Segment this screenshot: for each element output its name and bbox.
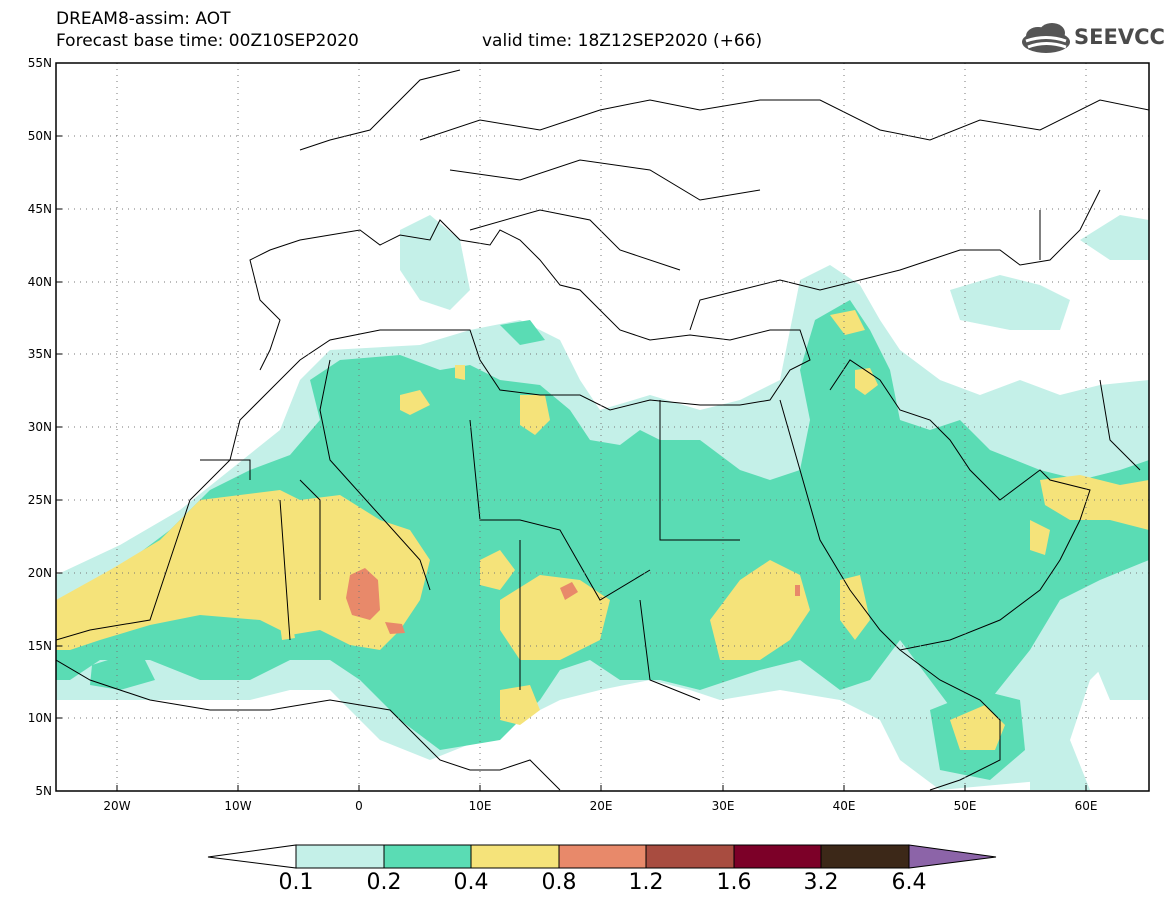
lat-label: 35N (28, 347, 52, 361)
lat-label: 20N (28, 566, 52, 580)
colorbar-low-arrow (207, 844, 297, 869)
cloud-icon (1022, 23, 1070, 53)
aot-level-04 (56, 310, 1149, 750)
lat-labels: 55N 50N 45N 40N 35N 30N 25N 20N 15N 10N … (28, 56, 52, 798)
seevccc-logo (1022, 23, 1070, 53)
colorbar-labels: 0.1 0.2 0.4 0.8 1.2 1.6 3.2 6.4 (0, 870, 1165, 900)
colorbar-label: 3.2 (803, 870, 839, 895)
lat-label: 15N (28, 639, 52, 653)
lat-label: 10N (28, 711, 52, 725)
coastlines (56, 69, 1149, 791)
lon-label: 20W (103, 799, 130, 813)
lon-label: 10E (469, 799, 492, 813)
gridlines (56, 63, 1149, 791)
colorbar-label: 6.4 (891, 870, 927, 895)
aot-level-08 (346, 568, 800, 634)
lat-label: 5N (35, 784, 52, 798)
forecast-base-time: Forecast base time: 00Z10SEP2020 (56, 31, 359, 51)
lat-label: 30N (28, 420, 52, 434)
colorbar-label: 1.6 (716, 870, 752, 895)
colorbar-bin (383, 844, 472, 869)
lat-label: 55N (28, 56, 52, 70)
lon-label: 50E (954, 799, 977, 813)
lon-label: 10W (224, 799, 251, 813)
lon-label: 0 (355, 799, 363, 813)
colorbar-label: 0.8 (541, 870, 577, 895)
colorbar-label: 0.4 (453, 870, 489, 895)
colorbar-bin (295, 844, 385, 869)
colorbar-label: 0.1 (278, 870, 314, 895)
lat-label: 40N (28, 275, 52, 289)
colorbar-bin (558, 844, 647, 869)
colorbar-high-arrow (908, 844, 997, 869)
colorbar-bin (733, 844, 822, 869)
lon-label: 60E (1075, 799, 1098, 813)
colorbar-label: 1.2 (628, 870, 664, 895)
valid-time: valid time: 18Z12SEP2020 (+66) (482, 31, 763, 51)
colorbar-bin (820, 844, 910, 869)
lon-label: 30E (712, 799, 735, 813)
colorbar (207, 844, 997, 869)
logo-text: SEEVCCC (1074, 25, 1165, 49)
colorbar-label: 0.2 (366, 870, 402, 895)
map-title: DREAM8-assim: AOT (56, 9, 231, 29)
lat-label: 50N (28, 129, 52, 143)
lon-labels: 20W 10W 0 10E 20E 30E 40E 50E 60E (103, 799, 1097, 813)
aot-contours (56, 215, 1149, 790)
lat-label: 25N (28, 493, 52, 507)
lat-label: 45N (28, 202, 52, 216)
colorbar-bin (645, 844, 735, 869)
axis-ticks (56, 62, 1087, 791)
colorbar-bin (470, 844, 560, 869)
lon-label: 40E (833, 799, 856, 813)
lon-label: 20E (590, 799, 613, 813)
